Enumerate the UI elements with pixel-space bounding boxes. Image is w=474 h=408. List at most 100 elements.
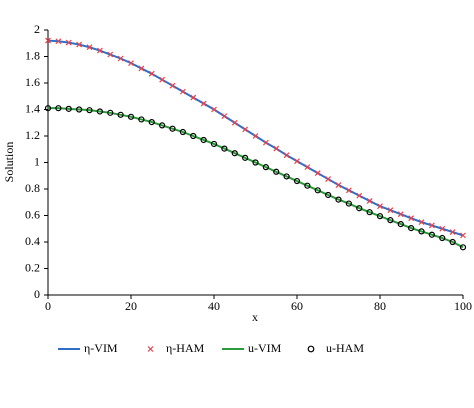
- x-marker: [304, 164, 311, 171]
- x-marker: [107, 51, 114, 58]
- y-tick-label: 1: [34, 154, 40, 168]
- circle-marker: [148, 118, 155, 126]
- circle-marker: [96, 108, 103, 115]
- circle-marker: [376, 213, 384, 220]
- circle-marker: [325, 191, 332, 199]
- y-tick-label: 0.8: [25, 181, 40, 195]
- circle-marker: [210, 140, 218, 148]
- x-marker: [148, 70, 155, 77]
- circle-marker: [397, 221, 404, 228]
- x-axis-label: x: [252, 310, 258, 324]
- circle-marker: [200, 136, 207, 144]
- circle-marker: [44, 105, 52, 112]
- x-marker: [335, 182, 342, 188]
- circle-marker: [65, 105, 72, 112]
- legend-swatch: [147, 346, 154, 352]
- x-marker: [428, 222, 435, 229]
- circle-marker: [366, 209, 373, 216]
- x-marker: [221, 113, 228, 120]
- x-marker: [314, 170, 321, 177]
- x-marker: [96, 47, 103, 54]
- circle-marker: [356, 205, 363, 212]
- x-marker: [418, 219, 425, 226]
- x-marker: [128, 60, 134, 67]
- x-marker: [345, 187, 352, 194]
- x-marker: [262, 139, 269, 146]
- circle-marker: [107, 109, 114, 116]
- circle-marker: [418, 228, 425, 235]
- circle-marker: [428, 231, 435, 238]
- circle-marker: [262, 164, 269, 171]
- legend-label: u-HAM: [326, 341, 364, 355]
- x-marker: [117, 55, 124, 62]
- legend-label: η-VIM: [84, 341, 118, 355]
- x-marker: [76, 41, 83, 48]
- circle-marker: [449, 238, 456, 246]
- y-tick-label: 0.6: [25, 207, 40, 221]
- circle-marker: [242, 154, 249, 161]
- x-tick-label: 100: [454, 299, 472, 313]
- x-marker: [273, 145, 280, 152]
- circle-marker: [138, 116, 145, 123]
- x-marker: [138, 65, 145, 72]
- circle-marker: [86, 107, 93, 114]
- x-marker: [377, 203, 383, 210]
- x-marker: [356, 192, 363, 199]
- circle-marker: [335, 196, 342, 203]
- circle-marker: [408, 224, 415, 232]
- x-tick-label: 20: [125, 299, 137, 313]
- y-axis-label: Solution: [2, 142, 16, 183]
- x-marker: [190, 94, 197, 101]
- x-marker: [366, 198, 373, 204]
- y-tick-label: 0.2: [25, 260, 40, 274]
- x-marker: [231, 119, 238, 126]
- circle-marker: [127, 113, 135, 120]
- x-marker: [45, 37, 51, 44]
- x-tick-label: 0: [45, 299, 51, 313]
- series-line: [47, 39, 464, 237]
- x-marker: [294, 158, 300, 165]
- x-marker: [460, 232, 466, 239]
- circle-marker: [439, 234, 446, 242]
- x-tick-label: 80: [374, 299, 386, 313]
- x-marker: [65, 39, 72, 46]
- x-marker: [449, 229, 456, 235]
- x-marker: [211, 106, 217, 113]
- y-tick-label: 1.8: [25, 48, 40, 62]
- circle-marker: [55, 105, 62, 112]
- y-tick-label: 1.6: [25, 75, 40, 89]
- series-line: [48, 107, 464, 249]
- x-marker: [439, 225, 446, 232]
- x-marker: [55, 38, 62, 45]
- x-marker: [86, 44, 93, 51]
- circle-marker: [169, 125, 176, 132]
- circle-marker: [345, 200, 352, 207]
- circle-marker: [231, 150, 238, 157]
- circle-marker: [76, 106, 83, 113]
- x-marker: [325, 176, 332, 182]
- circle-marker: [179, 128, 186, 136]
- circle-marker: [459, 244, 467, 251]
- x-marker: [387, 207, 394, 214]
- x-marker: [252, 133, 259, 139]
- x-marker: [169, 82, 176, 89]
- circle-marker: [387, 217, 394, 224]
- circle-marker: [314, 187, 321, 194]
- circle-marker: [252, 159, 259, 166]
- x-tick-label: 60: [291, 299, 303, 313]
- y-tick-label: 0.4: [25, 234, 40, 248]
- circle-marker: [117, 111, 124, 118]
- circle-marker: [190, 132, 197, 140]
- y-tick-label: 1.4: [25, 101, 40, 115]
- y-tick-label: 2: [34, 22, 40, 36]
- x-tick-label: 40: [208, 299, 220, 313]
- circle-marker: [221, 145, 228, 152]
- circle-marker: [273, 168, 280, 175]
- circle-marker: [159, 122, 166, 129]
- y-tick-label: 1.2: [25, 128, 40, 142]
- x-marker: [242, 126, 249, 133]
- circle-marker: [304, 182, 311, 189]
- x-marker: [408, 215, 415, 222]
- x-marker: [200, 100, 207, 107]
